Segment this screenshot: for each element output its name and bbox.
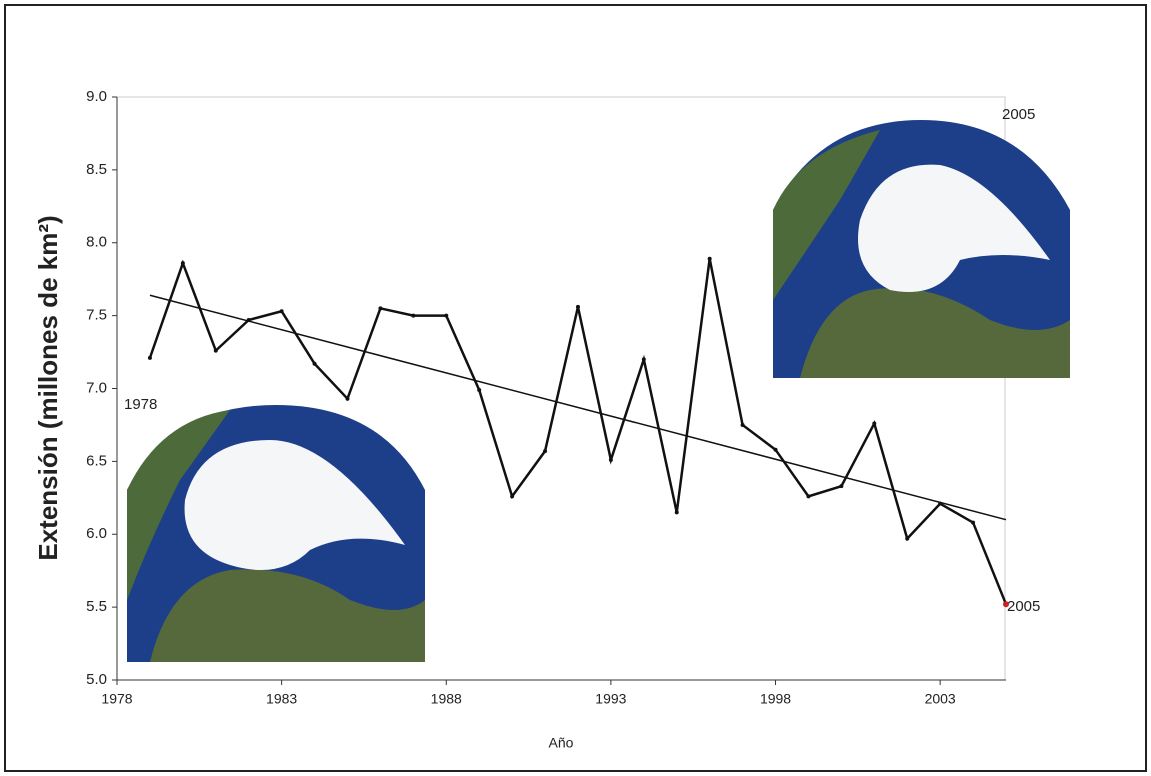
data-point [280,309,284,313]
data-point [247,318,251,322]
y-axis-label: Extensión (millones de km²) [33,215,63,560]
y-tick-label: 5.5 [86,598,107,615]
data-point [642,357,646,361]
data-point [148,356,152,360]
data-point [675,510,679,514]
chart: Extensión (millones de km²) Año 1978 200… [0,0,1151,776]
data-point [345,397,349,401]
data-point [971,521,975,525]
data-point [181,261,185,265]
page: Extensión (millones de km²) Año 1978 200… [0,0,1151,776]
x-tick-label: 1993 [595,691,626,707]
y-tick-label: 6.5 [86,452,107,469]
y-tick-label: 8.5 [86,161,107,178]
x-tick-label: 2003 [925,691,956,707]
data-point [1003,601,1009,607]
data-point [313,362,317,366]
image-2005 [773,120,1070,378]
data-point [708,257,712,261]
data-point [543,449,547,453]
data-point [214,349,218,353]
y-tick-label: 8.0 [86,234,107,251]
annotation: 2005 [1002,106,1035,123]
y-tick-label: 7.0 [86,379,107,396]
x-tick-label: 1988 [431,691,462,707]
y-tick-label: 5.0 [86,671,107,688]
data-point [839,484,843,488]
data-point [806,494,810,498]
data-point [774,448,778,452]
y-tick-label: 7.5 [86,307,107,324]
data-point [378,306,382,310]
data-point [510,494,514,498]
y-tick-label: 9.0 [86,88,107,105]
x-tick-label: 1978 [101,691,132,707]
x-tick-label: 1983 [266,691,297,707]
data-point [938,502,942,506]
x-tick-label: 1998 [760,691,791,707]
x-axis-label: Año [549,735,574,751]
annotation: 1978 [124,396,157,413]
data-point [872,421,876,425]
data-point [741,423,745,427]
data-point [477,388,481,392]
annotation: 2005 [1007,598,1040,615]
data-point [905,537,909,541]
data-point [609,458,613,462]
data-point [411,314,415,318]
data-point [444,314,448,318]
image-1978 [127,405,425,662]
y-tick-label: 6.0 [86,525,107,542]
data-point [576,305,580,309]
